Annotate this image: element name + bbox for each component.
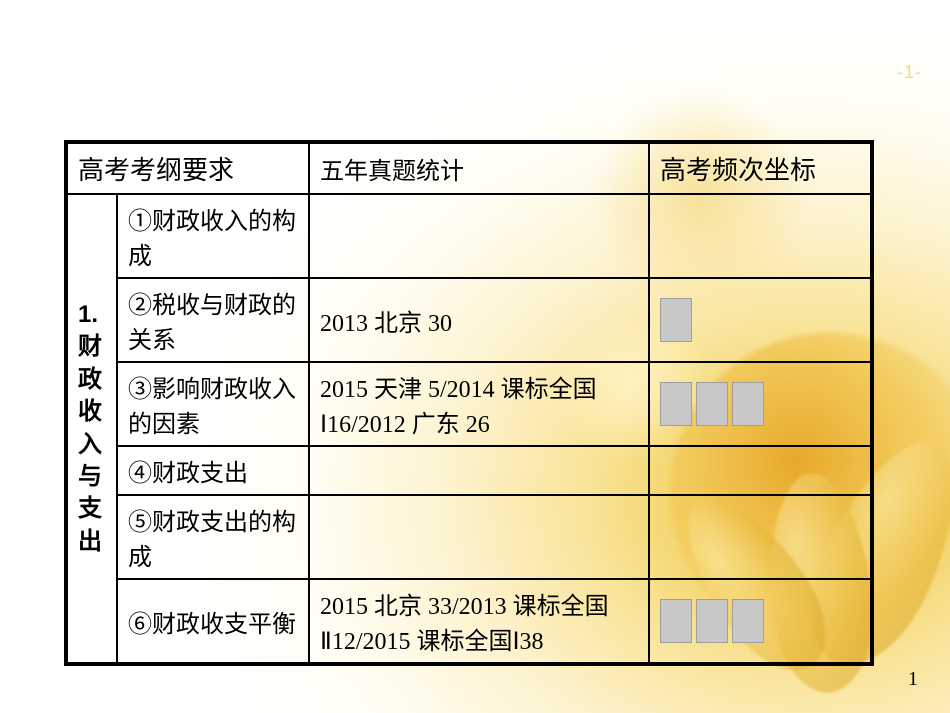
section-number: 1. (78, 301, 98, 328)
freq-box-icon (696, 599, 728, 643)
table-row: ⑥财政收支平衡 2015 北京 33/2013 课标全国Ⅱ12/2015 课标全… (66, 579, 872, 664)
topic-cell: ①财政收入的构成 (117, 194, 309, 278)
header-col-2: 五年真题统计 (309, 142, 649, 194)
freq-cell (649, 278, 872, 362)
slide: -1- 高考考纲要求 五年真题统计 高考频次坐标 1. 财政收入与支出 ①财政收… (0, 0, 950, 713)
topic-cell: ②税收与财政的关系 (117, 278, 309, 362)
stats-cell (309, 495, 649, 579)
freq-box-icon (732, 382, 764, 426)
table-row: ④财政支出 (66, 446, 872, 495)
topic-cell: ⑤财政支出的构成 (117, 495, 309, 579)
freq-cell (649, 362, 872, 446)
header-col-3: 高考频次坐标 (649, 142, 872, 194)
table-header-row: 高考考纲要求 五年真题统计 高考频次坐标 (66, 142, 872, 194)
freq-cell (649, 495, 872, 579)
section-label-cell: 1. 财政收入与支出 (66, 194, 117, 664)
stats-cell (309, 446, 649, 495)
topic-cell: ③影响财政收入的因素 (117, 362, 309, 446)
freq-box-icon (660, 382, 692, 426)
table-row: ②税收与财政的关系 2013 北京 30 (66, 278, 872, 362)
stats-cell: 2015 天津 5/2014 课标全国Ⅰ16/2012 广东 26 (309, 362, 649, 446)
stats-cell (309, 194, 649, 278)
freq-cell (649, 579, 872, 664)
freq-box-icon (732, 599, 764, 643)
stats-cell: 2015 北京 33/2013 课标全国Ⅱ12/2015 课标全国Ⅰ38 (309, 579, 649, 664)
content-table: 高考考纲要求 五年真题统计 高考频次坐标 1. 财政收入与支出 ①财政收入的构成… (64, 140, 874, 666)
freq-cell (649, 446, 872, 495)
freq-box-icon (660, 599, 692, 643)
topic-cell: ⑥财政收支平衡 (117, 579, 309, 664)
stats-cell: 2013 北京 30 (309, 278, 649, 362)
topic-cell: ④财政支出 (117, 446, 309, 495)
table-row: ⑤财政支出的构成 (66, 495, 872, 579)
header-col-1: 高考考纲要求 (66, 142, 309, 194)
freq-box-icon (660, 298, 692, 342)
table-row: ③影响财政收入的因素 2015 天津 5/2014 课标全国Ⅰ16/2012 广… (66, 362, 872, 446)
section-title: 财政收入与支出 (78, 333, 102, 554)
freq-box-icon (696, 382, 728, 426)
freq-cell (649, 194, 872, 278)
page-number: 1 (908, 668, 918, 691)
table-row: 1. 财政收入与支出 ①财政收入的构成 (66, 194, 872, 278)
slide-indicator: -1- (897, 62, 922, 83)
